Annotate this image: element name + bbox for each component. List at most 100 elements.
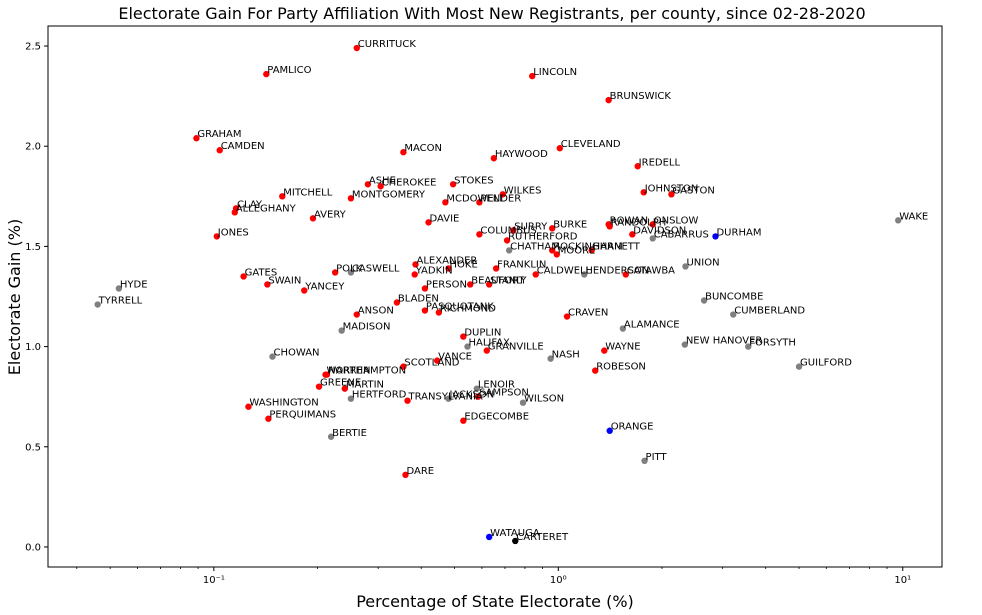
data-point	[393, 299, 401, 306]
data-point	[347, 269, 355, 276]
point-label: YADKIN	[415, 265, 453, 276]
data-point	[605, 221, 612, 228]
data-point	[400, 363, 407, 370]
point-label: SCOTLAND	[404, 358, 459, 369]
y-tick-label: 1.5	[25, 242, 41, 253]
data-point	[649, 221, 656, 228]
data-point	[265, 415, 272, 422]
data-point	[433, 357, 441, 364]
data-point	[216, 147, 223, 154]
point-label: PERSON	[426, 279, 467, 290]
point-label: CAMDEN	[221, 141, 265, 152]
point-label: PAMLICO	[267, 65, 311, 76]
data-point	[449, 181, 457, 188]
data-point	[622, 271, 629, 278]
data-point	[492, 265, 500, 272]
point-label: GASTON	[672, 185, 714, 196]
data-point	[605, 96, 612, 104]
data-point	[629, 231, 636, 238]
y-tick-label: 1.0	[25, 342, 41, 353]
point-label: CURRITUCK	[358, 39, 417, 50]
point-label: HALIFAX	[469, 338, 511, 349]
point-label: HARNETT	[593, 241, 641, 252]
point-label: ROBESON	[596, 362, 646, 373]
point-label: SWAIN	[268, 275, 301, 286]
data-point	[364, 181, 372, 188]
point-label: BERTIE	[332, 428, 367, 439]
point-label: LINCOLN	[533, 67, 577, 78]
data-point	[213, 233, 221, 240]
data-point	[435, 309, 443, 316]
point-label: HERTFORD	[352, 390, 407, 401]
point-label: JONES	[217, 227, 249, 238]
point-label: MADISON	[343, 322, 391, 333]
data-point	[606, 427, 613, 434]
data-point	[503, 237, 511, 244]
point-label: WAYNE	[605, 342, 640, 353]
point-label: ASHE	[369, 175, 396, 186]
data-point	[322, 371, 329, 378]
point-label: CLAY	[237, 199, 263, 210]
point-label: BEAUFORT	[471, 275, 525, 286]
point-label: HENDERSON	[585, 265, 649, 276]
data-point	[245, 403, 252, 410]
point-label: CLEVELAND	[561, 139, 621, 150]
point-label: SAMPSON	[479, 388, 529, 399]
point-label: ROWAN	[610, 215, 648, 226]
point-label: RICHMOND	[440, 304, 496, 315]
data-point	[553, 251, 560, 258]
chart-title: Electorate Gain For Party Affiliation Wi…	[118, 4, 865, 23]
point-label: CRAVEN	[568, 308, 608, 319]
data-point	[795, 363, 803, 370]
data-point	[404, 397, 411, 404]
data-point	[592, 367, 599, 374]
point-label: MCDOWELL	[446, 193, 505, 204]
data-point	[483, 347, 490, 354]
point-label: RANDOLPH	[611, 217, 667, 228]
data-point	[474, 393, 482, 400]
data-point	[315, 383, 323, 390]
point-label: JACKSON	[449, 390, 495, 401]
data-point	[263, 70, 270, 78]
point-label: SURRY	[514, 221, 548, 232]
point-label: STANLY	[490, 275, 527, 286]
data-point	[649, 235, 656, 242]
point-label: WAKE	[899, 211, 928, 222]
point-label: WASHINGTON	[249, 398, 318, 409]
data-point	[485, 533, 493, 541]
data-point	[460, 417, 467, 424]
point-label: GUILFORD	[800, 358, 852, 369]
point-label: DUPLIN	[464, 328, 501, 339]
point-label: YANCEY	[304, 281, 345, 292]
data-point	[421, 307, 429, 314]
point-label: CABARRUS	[654, 229, 709, 240]
point-label: BLADEN	[398, 294, 439, 305]
data-point	[445, 395, 452, 402]
data-point	[712, 233, 719, 240]
data-point	[327, 433, 335, 440]
data-point	[442, 199, 449, 206]
data-point	[347, 195, 355, 202]
point-label: PITT	[646, 452, 668, 463]
point-label: UNION	[686, 257, 719, 268]
point-label: NASH	[552, 350, 580, 361]
data-point	[490, 155, 498, 162]
data-point	[377, 183, 384, 190]
point-label: JOHNSTON	[644, 183, 699, 194]
data-point	[588, 247, 595, 254]
point-label: PENDER	[480, 193, 521, 204]
point-label: MACON	[404, 143, 442, 154]
point-label: VANCE	[438, 352, 472, 363]
data-point	[519, 399, 527, 406]
point-label: ALEXANDER	[417, 255, 478, 266]
points-layer	[94, 44, 902, 545]
point-label: CALDWELL	[537, 265, 592, 276]
x-tick-label: 10⁰	[550, 575, 567, 586]
point-label: AVERY	[314, 209, 347, 220]
point-label: ORANGE	[611, 422, 654, 433]
data-point	[309, 215, 317, 222]
point-label: CATAWBA	[627, 265, 675, 276]
data-point	[476, 231, 483, 238]
y-tick-label: 2.5	[25, 42, 41, 53]
